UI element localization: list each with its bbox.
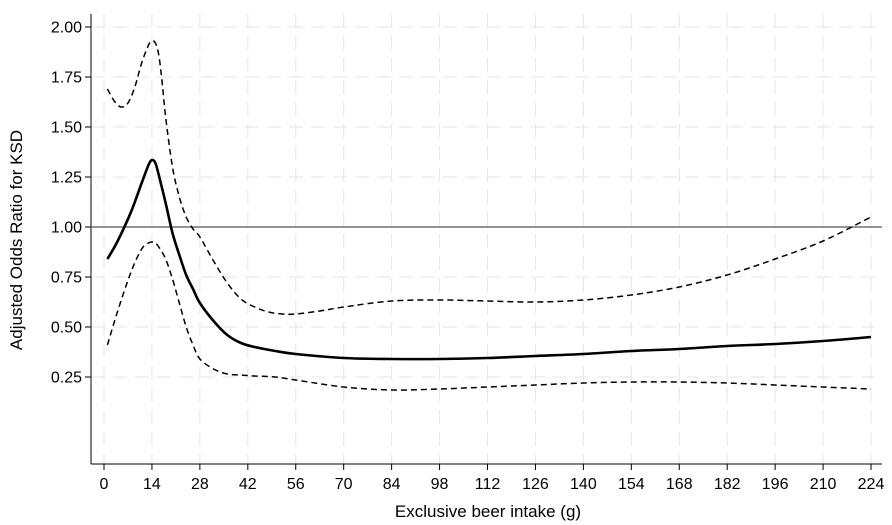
x-tick-label: 196 — [762, 476, 789, 493]
x-tick-label: 28 — [191, 476, 209, 493]
x-tick-label: 210 — [810, 476, 837, 493]
x-tick-label: 42 — [239, 476, 257, 493]
x-tick-label: 140 — [570, 476, 597, 493]
x-tick-label: 56 — [287, 476, 305, 493]
estimate-line — [106, 158, 872, 361]
axes — [90, 14, 882, 465]
x-tick-label: 112 — [475, 476, 501, 493]
y-tick-label: 1.50 — [51, 120, 82, 137]
x-tick-label: 224 — [858, 476, 885, 493]
x-tick-label: 126 — [522, 476, 549, 493]
grid — [91, 14, 882, 464]
x-tick-label: 0 — [100, 476, 109, 493]
y-tick-label: 1.25 — [51, 170, 82, 187]
x-tick-label: 168 — [666, 476, 693, 493]
y-tick-label: 1.75 — [51, 70, 82, 87]
x-tick-label: 98 — [431, 476, 449, 493]
upper-ci-line — [106, 40, 872, 316]
lower-ci-line — [106, 241, 872, 391]
x-axis-ticks: 0 14 28 42 56 70 84 98 112 126 140 154 168 182 196 210 2… — [100, 464, 885, 493]
y-tick-label: 2.00 — [51, 20, 82, 37]
y-tick-label: 1.00 — [51, 220, 82, 237]
series-lines — [106, 40, 872, 391]
y-axis-title: Adjusted Odds Ratio for KSD — [7, 130, 26, 350]
x-tick-label: 154 — [618, 476, 645, 493]
y-axis-ticks: 0.25 0.50 0.75 1.00 1.25 1.50 1.75 2.00 — [51, 20, 91, 387]
x-tick-label: 182 — [714, 476, 741, 493]
y-tick-label: 0.50 — [51, 320, 82, 337]
y-tick-label: 0.75 — [51, 270, 82, 287]
x-tick-label: 84 — [383, 476, 401, 493]
y-tick-label: 0.25 — [51, 370, 82, 387]
x-tick-label: 70 — [335, 476, 353, 493]
x-axis-title: Exclusive beer intake (g) — [395, 502, 581, 521]
x-tick-label: 14 — [143, 476, 161, 493]
